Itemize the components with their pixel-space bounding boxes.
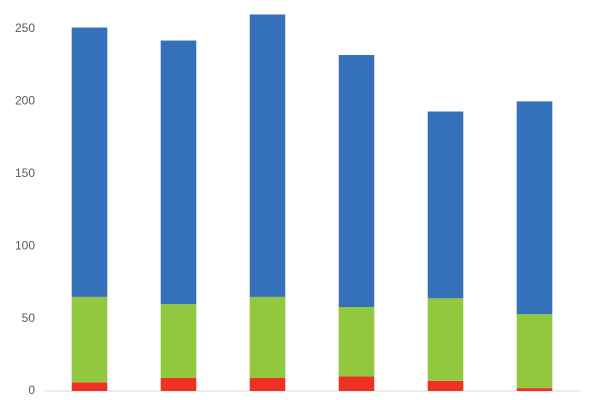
- bar-segment: [516, 101, 553, 315]
- bar-segment: [160, 304, 197, 378]
- y-tick-label: 250: [15, 21, 35, 35]
- bar-segment: [516, 314, 553, 389]
- bar-segment: [249, 14, 286, 297]
- bar-segment: [71, 382, 108, 391]
- y-tick-label: 200: [15, 94, 35, 108]
- bar-segment: [249, 296, 286, 378]
- bar-segment: [160, 377, 197, 391]
- bar-segment: [71, 296, 108, 383]
- bar-segment: [427, 111, 464, 299]
- y-tick-label: 100: [15, 238, 35, 252]
- bar-segment: [338, 307, 375, 377]
- bar-segment: [427, 298, 464, 381]
- bar-segment: [516, 388, 553, 391]
- bar-segment: [427, 380, 464, 391]
- bar-segment: [338, 376, 375, 391]
- bar-segment: [249, 377, 286, 391]
- bar-segment: [71, 27, 108, 297]
- y-tick-label: 150: [15, 166, 35, 180]
- y-tick-label: 0: [28, 383, 35, 397]
- bar-segment: [160, 40, 197, 305]
- bar-segment: [338, 55, 375, 308]
- y-tick-label: 50: [22, 311, 36, 325]
